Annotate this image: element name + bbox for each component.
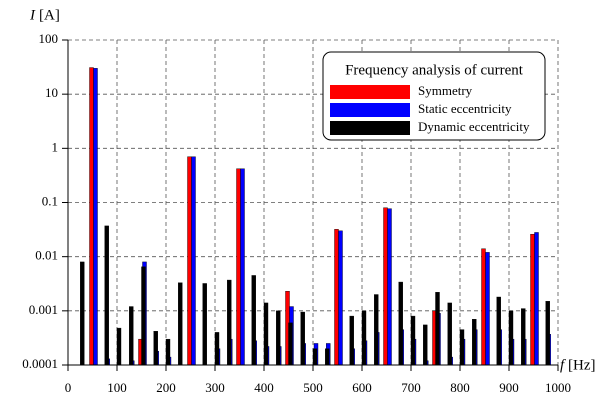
x-tick-label: 300 [205,380,225,395]
legend-label: Static eccentricity [418,101,512,116]
bar [521,308,526,366]
bar [530,233,535,366]
bar [214,332,220,366]
bar [545,301,550,366]
x-tick-label: 800 [450,380,470,395]
bar [435,292,440,366]
bar [227,279,232,366]
y-tick-label: 0.01 [35,248,58,263]
bar [191,156,196,366]
y-tick-label: 0.0001 [22,356,58,371]
y-tick-label: 10 [45,85,58,100]
bar [141,266,146,366]
bar [165,338,171,366]
x-tick-label: 500 [303,380,323,395]
bar [383,207,388,366]
y-tick-label: 1 [52,139,59,154]
bar [89,67,94,366]
bar [236,168,241,366]
bar [334,229,339,366]
bar [187,156,192,366]
bar [472,319,477,366]
legend-box [322,51,546,141]
x-tick-label: 600 [352,380,372,395]
y-label-unit: [A] [39,7,60,23]
bar [116,327,122,366]
bar [374,294,379,366]
x-tick-label: 700 [401,380,421,395]
bar [387,208,392,366]
y-label-symbol: I [29,7,36,23]
bar [349,315,354,366]
y-tick-label: 0.001 [29,302,58,317]
x-tick-label: 100 [107,380,127,395]
bar [276,310,281,366]
legend-swatch [330,103,410,117]
legend-label: Dynamic eccentricity [418,119,530,134]
x-tick-label: 0 [65,380,72,395]
bar [178,282,183,366]
bar [288,322,293,366]
legend-title: Frequency analysis of current [345,62,524,78]
x-label-unit: [Hz] [568,357,595,373]
bar [447,302,452,366]
bar [481,248,486,366]
legend-label: Symmetry [418,83,473,98]
bar [338,230,343,366]
bar [240,168,245,366]
bar [202,283,207,366]
bar [153,331,158,366]
x-label-symbol: f [560,357,566,373]
legend: Frequency analysis of current Symmetry St… [322,51,546,141]
x-tick-label: 1000 [545,380,571,395]
bar [251,275,256,366]
legend-swatch [330,85,410,99]
bar [459,329,465,366]
bar [496,296,501,366]
bar [534,232,539,366]
y-tick-label: 0.1 [42,193,58,208]
bar [300,311,305,366]
bar [361,310,367,366]
bar [80,261,85,366]
bar [508,310,514,366]
bar [398,281,403,366]
bar [129,306,134,366]
bar [485,252,490,366]
legend-swatch [330,121,410,135]
bar [104,225,109,366]
y-tick-label: 100 [39,31,59,46]
bar [423,324,428,366]
x-tick-label: 900 [499,380,519,395]
x-tick-label: 200 [156,380,176,395]
bar [93,68,98,366]
bar [263,302,269,366]
bar [325,348,330,366]
x-tick-label: 400 [254,380,274,395]
bar [312,348,318,366]
bar [410,315,416,366]
